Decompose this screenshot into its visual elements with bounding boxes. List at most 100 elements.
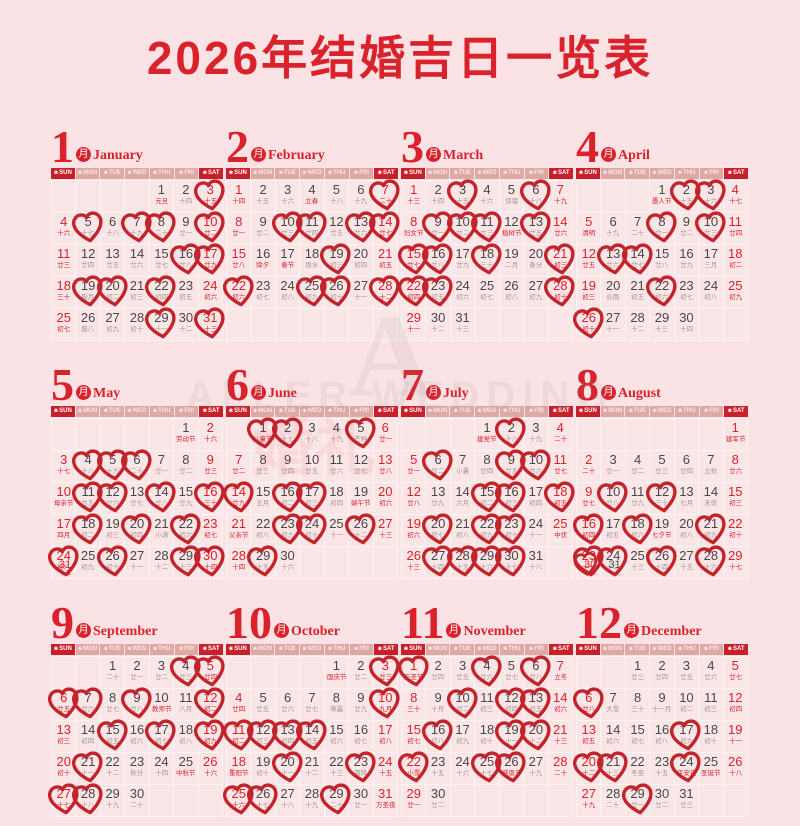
month-unit-badge: 月 xyxy=(446,622,462,638)
flower-icon: ❀ xyxy=(202,645,207,652)
day-number: 2 xyxy=(182,181,190,197)
day-number: 18 xyxy=(703,721,719,737)
flower-icon: ❀ xyxy=(152,645,158,652)
weekday-fri: ❀ FRI xyxy=(699,643,724,655)
day-cell: 16 廿九 xyxy=(674,244,699,276)
day-cell: 18 初五 xyxy=(544,480,575,514)
day-number: 16 xyxy=(654,721,670,737)
day-number: 9 xyxy=(283,451,292,467)
weekday-label: SAT xyxy=(732,408,745,415)
lunar-label: 初七 xyxy=(154,738,168,745)
weekday-label: SUN xyxy=(234,170,247,177)
day-cell: 3 十七 xyxy=(52,450,76,482)
lunar-label: 廿一 xyxy=(407,468,421,475)
day-cell: 2 十四 xyxy=(426,180,450,212)
lunar-label: 初二 xyxy=(106,294,120,301)
day-cell: 12 廿五 xyxy=(324,212,349,244)
lunar-label: 愚人节 xyxy=(652,198,672,205)
day-number: 23 xyxy=(129,753,145,769)
flower-icon: ❀ xyxy=(578,169,584,176)
lunar-label: 十六 xyxy=(704,198,718,205)
day-number: 10 xyxy=(455,213,470,229)
day-cell: 30 十七 xyxy=(495,544,526,578)
day-number: 7 xyxy=(235,451,243,467)
day-cell xyxy=(174,784,198,816)
flower-icon: ❀ xyxy=(252,645,258,652)
flower-icon: ❀ xyxy=(302,169,307,176)
day-cell: 26 感恩节 xyxy=(495,750,526,784)
flower-icon: ❀ xyxy=(453,169,458,176)
flower-icon: ❀ xyxy=(403,169,409,176)
day-cell xyxy=(524,784,548,816)
day-cell: 4 廿六 xyxy=(470,654,502,688)
day-number: 15 xyxy=(630,721,645,737)
lunar-label: 十三 xyxy=(407,198,421,205)
day-cell: 10 廿三 xyxy=(694,210,726,244)
lunar-label: 廿七 xyxy=(154,262,168,269)
day-cell: 12 廿七 xyxy=(349,450,373,482)
lunar-label: 十三 xyxy=(631,564,645,571)
day-cell: 13 廿六 xyxy=(344,210,376,244)
lunar-label: 十八 xyxy=(728,770,742,777)
lunar-label: 二十 xyxy=(582,468,596,475)
weekday-tue: ❀ TUE xyxy=(100,643,125,655)
lunar-label: 廿四 xyxy=(281,468,295,475)
lunar-label: 廿三 xyxy=(203,468,217,475)
day-number: 14 xyxy=(80,721,96,737)
lunar-label: 二月 xyxy=(504,262,518,269)
day-number: 22 xyxy=(329,753,344,769)
day-cell: 26 十八 xyxy=(723,752,747,784)
lunar-label: 初三 xyxy=(504,500,518,507)
day-cell: 11 八月 xyxy=(174,688,198,720)
day-cell xyxy=(699,418,723,450)
lunar-label: 初四 xyxy=(582,532,596,539)
lunar-label: 廿七 xyxy=(130,500,144,507)
day-cell: 20 初十 xyxy=(52,752,76,784)
day-number: 16 xyxy=(129,721,145,737)
day-cell: 4 廿六 xyxy=(699,656,723,688)
day-number: 5 xyxy=(206,657,214,673)
lunar-label: 十八 xyxy=(106,230,120,237)
lunar-label: 十二 xyxy=(154,564,168,571)
day-number: 28 xyxy=(231,547,246,563)
lunar-label: 十六 xyxy=(456,770,470,777)
day-number: 29 xyxy=(630,785,645,801)
day-number: 25 xyxy=(304,277,320,293)
lunar-label: 初四 xyxy=(329,500,343,507)
day-cell: 20 谷雨 xyxy=(601,276,625,308)
day-number: 8 xyxy=(259,451,267,467)
day-cell: 6 十八 xyxy=(100,212,125,244)
lunar-label: 初十 xyxy=(480,738,494,745)
lunar-label: 初六 xyxy=(631,532,645,539)
flower-icon: ❀ xyxy=(77,407,83,414)
day-number: 30 xyxy=(654,785,670,801)
day-cell: 16 廿八 xyxy=(169,242,201,276)
day-cell: 12 初四 xyxy=(495,686,526,720)
weekday-label: MON xyxy=(83,170,98,177)
lunar-label: 初七 xyxy=(679,294,693,301)
weekday-wed: ❀ WED xyxy=(125,405,149,417)
day-number: 5 xyxy=(731,657,739,673)
day-number: 24 xyxy=(280,277,295,293)
day-cell: 5 廿四 xyxy=(194,654,225,688)
lunar-label: 十八 xyxy=(584,570,597,577)
weekday-label: WED xyxy=(307,646,322,653)
day-cell: 21 十三 xyxy=(548,720,572,752)
month-unit-badge: 月 xyxy=(274,622,289,638)
weekday-thu: ❀ THU xyxy=(499,643,524,655)
lunar-label: 廿六 xyxy=(704,674,718,681)
weekday-sun: ❀ SUN xyxy=(401,167,425,179)
weekday-label: SAT xyxy=(557,646,570,653)
day-number: 24 xyxy=(304,515,320,531)
flower-icon: ❀ xyxy=(403,645,409,652)
day-cell: 31 廿三 xyxy=(674,784,699,816)
day-cell: 12 三十 xyxy=(645,480,677,514)
day-cell xyxy=(548,546,572,578)
day-number: 2 xyxy=(133,657,141,673)
flower-icon: ❀ xyxy=(602,645,608,652)
day-number: 28 xyxy=(605,785,621,801)
weekday-tue: ❀ TUE xyxy=(625,643,650,655)
day-number: 23 xyxy=(430,277,446,293)
weekday-sat: ❀ SAT xyxy=(549,643,574,655)
day-cell: 8 廿六 xyxy=(723,450,747,482)
